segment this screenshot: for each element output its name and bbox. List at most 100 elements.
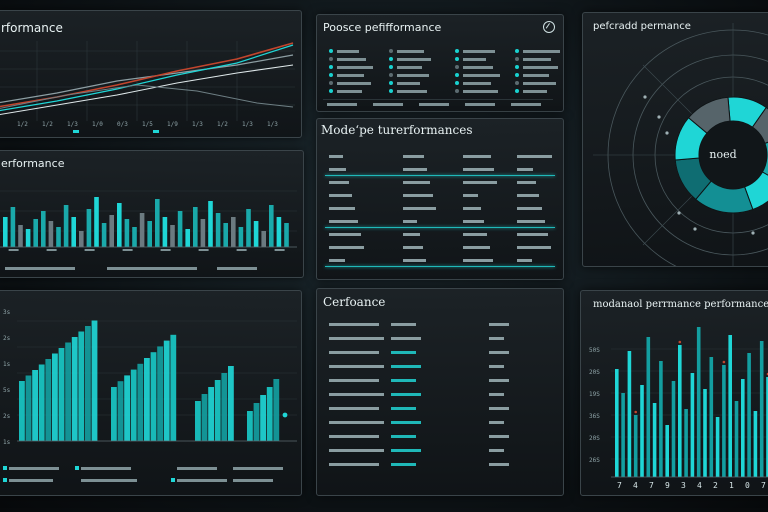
x-tick-label: 1/5	[142, 121, 153, 128]
top-right-panel: pefcradd permance noed	[582, 12, 768, 267]
bar	[124, 219, 130, 247]
bar	[690, 373, 695, 477]
status-text-block	[523, 57, 551, 61]
footer-text-block	[465, 103, 495, 106]
table-highlight-line	[325, 175, 555, 176]
status-item	[455, 81, 491, 85]
bar	[45, 359, 52, 441]
bar	[215, 213, 221, 247]
status-text-block	[397, 73, 429, 77]
list-cell	[329, 449, 384, 452]
bar-tick	[8, 249, 19, 251]
status-text-block	[337, 65, 373, 69]
list-cell	[489, 323, 509, 326]
table-cell	[403, 168, 427, 171]
bar	[741, 379, 745, 477]
bar	[627, 351, 632, 477]
table-header-cell	[329, 155, 343, 158]
bar	[85, 326, 91, 441]
x-tick-label: 7	[649, 481, 654, 490]
y-tick-label: 1s	[3, 439, 11, 446]
bar	[260, 395, 266, 441]
donut-ring	[674, 96, 768, 214]
chart-badge-icon[interactable]	[543, 21, 555, 33]
legend-swatch	[75, 466, 79, 470]
footer-text-block	[217, 267, 257, 270]
status-dot	[455, 65, 459, 69]
y-tick-label: 3s	[3, 309, 11, 316]
list-cell	[391, 463, 416, 466]
y-tick-label: 26S	[589, 457, 600, 464]
status-item	[389, 73, 429, 77]
bar	[208, 387, 214, 441]
radial-chart: noed	[593, 23, 768, 266]
list-cell	[489, 421, 504, 424]
bar	[41, 211, 46, 247]
status-dot	[515, 57, 519, 61]
orbit-marker	[643, 95, 647, 99]
bar	[124, 375, 130, 441]
list-cell	[329, 393, 384, 396]
series-line	[0, 54, 294, 104]
list-cell	[489, 435, 509, 438]
table-cell	[517, 194, 539, 197]
status-item	[455, 65, 493, 69]
panel-title: Cerfoance	[323, 295, 386, 309]
status-item	[455, 49, 495, 53]
bar	[177, 211, 183, 247]
status-dot	[329, 49, 333, 53]
list-cell	[489, 379, 509, 382]
bar	[195, 401, 201, 441]
status-dot	[389, 49, 393, 53]
table-cell	[403, 207, 436, 210]
bar	[247, 411, 253, 441]
status-text-block	[337, 81, 371, 85]
table-cell	[463, 181, 497, 184]
status-item	[329, 65, 373, 69]
bar	[273, 379, 280, 441]
bar	[266, 387, 273, 441]
status-item	[389, 81, 420, 85]
list-cell	[391, 323, 416, 326]
x-tick-label: 3	[681, 481, 686, 490]
status-dot	[515, 65, 519, 69]
bar	[671, 381, 676, 477]
bar	[214, 380, 221, 441]
status-item	[455, 73, 500, 77]
table-cell	[329, 194, 352, 197]
highlight-marker	[282, 412, 288, 418]
bar	[150, 352, 157, 441]
status-text-block	[397, 89, 427, 93]
bar	[3, 217, 8, 247]
bar	[25, 229, 31, 247]
status-text-block	[523, 89, 547, 93]
status-text-block	[463, 49, 495, 53]
orbit-marker	[677, 211, 681, 215]
bar	[269, 205, 274, 247]
status-item	[455, 57, 486, 61]
y-tick-label: 19S	[589, 391, 600, 398]
legend-text-block	[233, 479, 273, 482]
bar	[221, 373, 228, 441]
series-line	[0, 84, 294, 109]
status-dot	[515, 81, 519, 85]
legend-swatch	[3, 466, 7, 470]
bar	[621, 393, 625, 477]
list-cell	[329, 435, 379, 438]
bar	[147, 221, 152, 247]
list-cell	[329, 379, 379, 382]
vertical-bar-chart	[611, 327, 768, 478]
status-dot	[515, 73, 519, 77]
bar	[170, 334, 177, 441]
x-tick-label: 1/3	[67, 121, 78, 128]
orbit-marker	[751, 231, 755, 235]
bar	[646, 337, 651, 477]
bar	[130, 369, 137, 441]
y-tick-label: 2s	[3, 413, 11, 420]
legend-swatch	[3, 478, 7, 482]
bar-tick	[84, 249, 95, 251]
status-text-block	[523, 49, 560, 53]
table-cell	[463, 194, 478, 197]
status-item	[455, 89, 498, 93]
list-cell	[329, 337, 384, 340]
